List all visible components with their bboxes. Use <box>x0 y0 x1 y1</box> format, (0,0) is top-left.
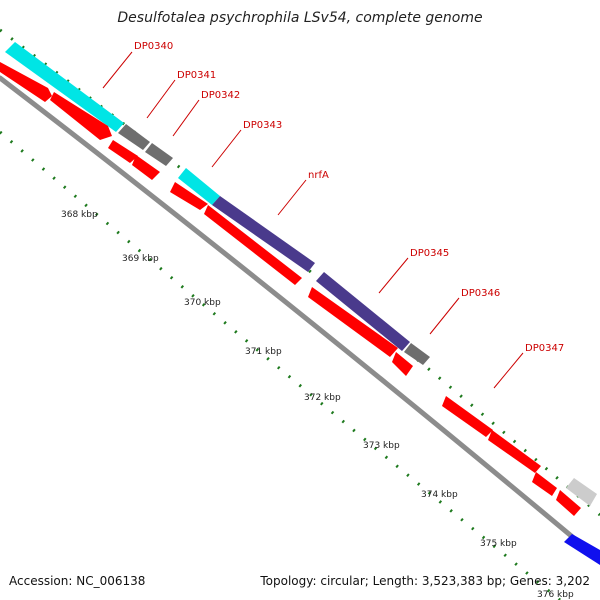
cds-arrow <box>308 287 398 357</box>
gene-label: DP0340 <box>134 41 173 52</box>
kbp-label: 375 kbp <box>480 539 517 549</box>
cds-arrow <box>488 430 541 473</box>
feature-blue <box>564 534 600 565</box>
cds-arrow <box>50 92 112 140</box>
cds-arrow <box>392 352 413 376</box>
cds-arrow <box>132 155 160 180</box>
cds-arrow <box>170 182 208 210</box>
cds-arrow <box>442 396 493 437</box>
feature-dp0346 <box>404 343 430 365</box>
kbp-label: 371 kbp <box>245 347 282 357</box>
gene-label: nrfA <box>308 170 329 181</box>
feature-light-gray <box>566 478 597 506</box>
gene-labels: DP0340 DP0341 DP0342 DP0343 nrfA DP0345 … <box>134 41 564 354</box>
map-title: Desulfotalea psychrophila LSv54, complet… <box>117 10 483 26</box>
kbp-label: 374 kbp <box>421 490 458 500</box>
gene-label: DP0341 <box>177 70 216 81</box>
gene-label: DP0345 <box>410 248 449 259</box>
feature-dp0340 <box>5 42 124 132</box>
gene-label: DP0343 <box>243 120 282 131</box>
cds-arrow <box>0 62 52 102</box>
feature-dp0343 <box>178 168 220 205</box>
genome-summary: Topology: circular; Length: 3,523,383 bp… <box>260 574 590 588</box>
cds-arrow <box>204 205 302 285</box>
kbp-label: 373 kbp <box>363 441 400 451</box>
kbp-labels: 368 kbp 369 kbp 370 kbp 371 kbp 372 kbp … <box>61 210 574 600</box>
cds-arrow <box>532 472 557 496</box>
cds-arrow <box>556 490 581 516</box>
gene-callouts <box>102 51 524 389</box>
kbp-label: 376 kbp <box>537 590 574 600</box>
feature-dp0345 <box>316 272 410 351</box>
features <box>0 42 600 565</box>
cds-arrow <box>108 140 138 163</box>
gene-label: DP0342 <box>201 90 240 101</box>
inner-tick-row <box>0 130 561 600</box>
genome-backbone <box>0 75 600 563</box>
gene-label: DP0346 <box>461 288 500 299</box>
feature-nrfa <box>212 196 315 272</box>
feature-dp0341 <box>118 124 150 150</box>
feature-dp0342 <box>145 143 173 166</box>
accession-label: Accession: NC_006138 <box>9 574 146 588</box>
kbp-label: 372 kbp <box>304 393 341 403</box>
gene-label: DP0347 <box>525 343 564 354</box>
kbp-label: 370 kbp <box>184 298 221 308</box>
kbp-label: 368 kbp <box>61 210 98 220</box>
kbp-label: 369 kbp <box>122 254 159 264</box>
